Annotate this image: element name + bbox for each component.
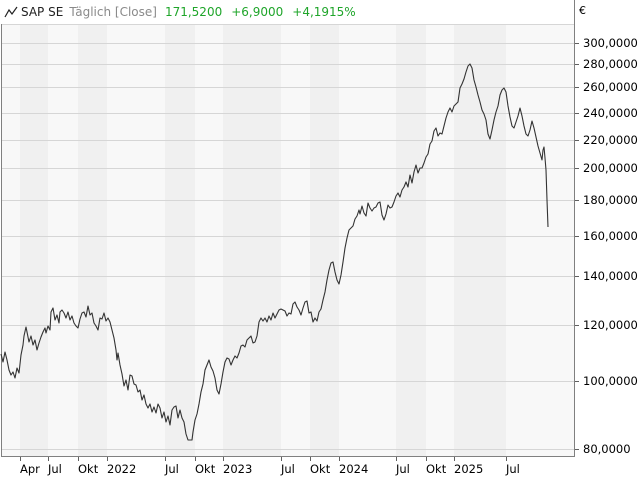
y-label-240: 240,0000 bbox=[583, 106, 638, 120]
x-label-2024: 2024 bbox=[339, 462, 369, 476]
x-ticks bbox=[20, 457, 507, 461]
y-ticks bbox=[575, 43, 579, 450]
x-label-okt-2021: Okt bbox=[78, 462, 99, 476]
y-label-300: 300,0000 bbox=[583, 36, 638, 50]
currency-label: € bbox=[579, 4, 586, 17]
price-line bbox=[0, 63, 549, 441]
chart-header: SAP SE Täglich [Close] 171,5200 +6,9000 … bbox=[4, 3, 365, 21]
x-label-2022: 2022 bbox=[107, 462, 137, 476]
interval-mode: Täglich [Close] bbox=[69, 5, 157, 19]
y-label-280: 280,0000 bbox=[583, 57, 638, 71]
y-label-100: 100,0000 bbox=[583, 374, 638, 388]
x-label-apr-2021: Apr bbox=[20, 462, 40, 476]
y-label-180: 180,0000 bbox=[583, 193, 638, 207]
instrument-name: SAP SE bbox=[21, 5, 64, 19]
y-label-80: 80,0000 bbox=[583, 442, 631, 456]
y-label-260: 260,0000 bbox=[583, 80, 638, 94]
y-label-220: 220,0000 bbox=[583, 133, 638, 147]
x-label-jul-2024: Jul bbox=[396, 462, 410, 476]
last-price: 171,5200 bbox=[164, 5, 223, 19]
x-label-okt-2024: Okt bbox=[426, 462, 447, 476]
quarter-bands bbox=[20, 24, 506, 457]
y-label-120: 120,0000 bbox=[583, 318, 638, 332]
x-label-okt-2022: Okt bbox=[195, 462, 216, 476]
x-label-jul-2023: Jul bbox=[281, 462, 295, 476]
x-label-jul-2025: Jul bbox=[506, 462, 520, 476]
x-label-jul-2021: Jul bbox=[48, 462, 62, 476]
grid-lines bbox=[1, 24, 574, 450]
y-label-200: 200,0000 bbox=[583, 161, 638, 175]
x-label-2023: 2023 bbox=[223, 462, 253, 476]
line-chart-icon bbox=[4, 6, 18, 18]
change-abs: +6,9000 bbox=[231, 5, 284, 19]
y-label-160: 160,0000 bbox=[583, 229, 638, 243]
x-label-2025: 2025 bbox=[454, 462, 484, 476]
change-pct: +4,1915% bbox=[292, 5, 356, 19]
x-label-jul-2022: Jul bbox=[165, 462, 179, 476]
y-label-140: 140,0000 bbox=[583, 269, 638, 283]
x-label-okt-2023: Okt bbox=[310, 462, 331, 476]
